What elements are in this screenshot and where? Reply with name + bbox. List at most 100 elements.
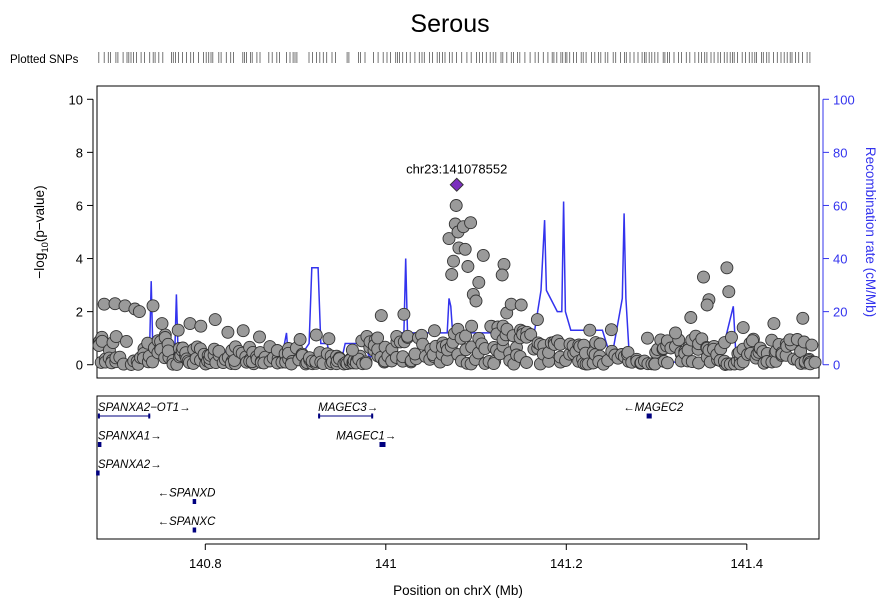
gene-exon — [148, 413, 151, 419]
x-tick-label: 141.2 — [550, 556, 583, 571]
lead-snp-label: chr23:141078552 — [406, 162, 507, 177]
snp-point — [309, 328, 323, 342]
association-panel-frame — [96, 85, 820, 379]
y-left-tick-label: 0 — [76, 358, 83, 373]
x-tick-label: 140.8 — [189, 556, 222, 571]
snp-point — [604, 323, 618, 337]
y-left-tick-label: 4 — [76, 252, 83, 267]
snp-point — [736, 321, 750, 335]
snp-point — [119, 334, 133, 348]
gene-exon — [97, 442, 102, 447]
snp-point — [236, 324, 250, 338]
snp-point — [221, 325, 235, 339]
snp-point — [445, 268, 459, 281]
snp-point — [458, 242, 472, 256]
gene-name: MAGEC1 — [336, 431, 385, 443]
snp-point — [497, 257, 511, 271]
gene-name: SPANXA2−OT1 — [98, 402, 179, 414]
gene-magec3: MAGEC3→ — [318, 402, 378, 419]
snp-point — [725, 330, 738, 344]
snp-point — [722, 285, 736, 299]
snp-point — [374, 309, 388, 323]
snp-point — [641, 331, 654, 345]
snp-point — [583, 323, 597, 337]
snp-point — [253, 330, 266, 344]
snp-point — [146, 299, 160, 313]
snp-point — [155, 317, 169, 331]
gene-dir-arrow: ← — [157, 516, 169, 528]
y-right-tick-label: 0 — [833, 358, 840, 373]
snp-point — [746, 334, 759, 348]
snp-point — [669, 326, 682, 340]
lead-snp-layer: chr23:141078552 — [406, 162, 507, 192]
right-y-axis: 0 20 40 60 80 100 — [822, 92, 855, 373]
y-left-tick-label: 6 — [76, 198, 83, 213]
snp-points-series — [92, 199, 822, 371]
snp-point — [495, 268, 509, 282]
gene-exon — [97, 413, 100, 419]
ylabel-subscript: 10 — [40, 242, 51, 253]
snp-point — [530, 313, 544, 327]
snp-point — [194, 319, 208, 333]
snp-point — [322, 332, 336, 346]
chart-title: Serous — [410, 10, 489, 38]
gene-label: ←SPANXD — [157, 488, 215, 500]
gene-dir-arrow: → — [179, 402, 191, 414]
gene-label: SPANXA2−OT1→ — [98, 402, 191, 414]
plotted-snps-rug — [98, 52, 811, 63]
snp-point — [720, 261, 734, 275]
snp-point — [464, 216, 478, 230]
y-left-tick-label: 10 — [69, 92, 83, 107]
snp-point — [459, 329, 473, 343]
gene-name: SPANXA1 — [98, 431, 150, 443]
snp-point — [520, 356, 533, 369]
gene-exon — [646, 413, 652, 419]
snp-point — [805, 338, 819, 352]
y-left-tick-label: 8 — [76, 145, 83, 160]
snp-point — [476, 248, 490, 262]
gene-label: SPANXA1→ — [98, 431, 162, 443]
gene-magec2: ←MAGEC2 — [623, 402, 684, 419]
gene-spanxa2: SPANXA2→ — [96, 459, 162, 476]
gene-label: MAGEC3→ — [318, 402, 378, 414]
gene-label: MAGEC1→ — [336, 431, 396, 443]
lead-snp-marker — [449, 177, 464, 192]
y-right-tick-label: 80 — [833, 145, 847, 160]
x-tick-label: 141.4 — [731, 556, 764, 571]
snp-point — [428, 324, 441, 338]
snp-point — [796, 311, 810, 325]
snp-point — [449, 199, 463, 212]
snp-point — [524, 328, 538, 341]
gene-dir-arrow: → — [150, 431, 162, 443]
snp-point — [183, 317, 197, 331]
snp-point — [697, 270, 710, 284]
gene-name: SPANXD — [169, 488, 215, 500]
gene-name: MAGEC2 — [635, 402, 684, 414]
snp-point — [208, 313, 222, 327]
snp-point — [401, 329, 415, 343]
gene-name: SPANXC — [169, 516, 216, 528]
snp-point — [593, 337, 607, 351]
ylabel-prefix: −log — [32, 253, 47, 279]
snp-point — [345, 343, 359, 357]
y-axis-left-label: −log10(p−value) — [32, 185, 51, 278]
gene-exon — [379, 442, 386, 447]
snp-point — [767, 317, 781, 331]
snp-point — [359, 356, 373, 370]
y-right-tick-label: 20 — [833, 305, 847, 320]
snp-point — [397, 307, 411, 321]
y-left-tick-label: 2 — [76, 305, 83, 320]
snp-point — [171, 323, 185, 337]
snp-point — [808, 355, 822, 369]
ylabel-suffix: (p−value) — [32, 185, 47, 242]
gene-spanxa1: SPANXA1→ — [97, 431, 162, 447]
snp-point — [684, 311, 698, 324]
gene-name: MAGEC3 — [318, 402, 367, 414]
snp-point — [97, 297, 111, 311]
x-axis: 140.8 141 141.2 141.4 — [189, 543, 764, 571]
snp-point — [487, 357, 501, 371]
gene-spanxa2-ot1: SPANXA2−OT1→ — [97, 402, 191, 419]
x-tick-label: 141 — [375, 556, 397, 571]
